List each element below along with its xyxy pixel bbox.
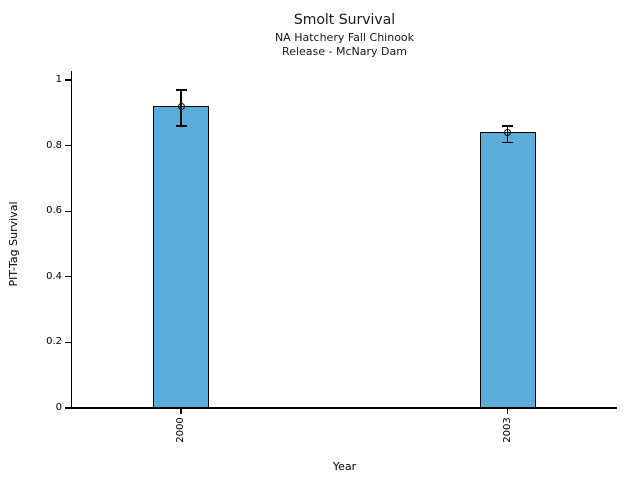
- y-tick-mark: [65, 210, 72, 212]
- bar: [479, 132, 536, 408]
- x-axis-line: [71, 407, 617, 409]
- chart-subtitle-line1: NA Hatchery Fall Chinook: [274, 31, 415, 44]
- y-tick-label: 0.2: [46, 336, 62, 348]
- y-tick-mark: [65, 276, 72, 278]
- y-tick-label: 0.4: [46, 270, 62, 282]
- y-tick-mark: [65, 407, 72, 409]
- chart-subtitle-line2: Release - McNary Dam: [282, 45, 407, 58]
- y-tick-mark: [65, 79, 72, 81]
- data-point-marker: [504, 128, 511, 136]
- y-axis-line: [71, 71, 73, 408]
- x-tick-mark: [506, 408, 509, 414]
- error-bar-bottom-cap: [175, 125, 187, 127]
- y-tick-label: 0: [55, 402, 62, 413]
- error-bar-bottom-cap: [502, 141, 513, 144]
- x-tick-label: 2000: [175, 417, 186, 443]
- x-tick-label: 2003: [501, 417, 513, 443]
- bar: [153, 106, 209, 408]
- error-bar-top-cap: [175, 89, 187, 91]
- x-tick-mark: [180, 408, 182, 414]
- y-tick-mark: [65, 341, 72, 343]
- y-axis-title: PIT-Tag Survival: [7, 201, 20, 287]
- data-point-marker: [177, 102, 185, 110]
- x-axis-title: Year: [332, 460, 357, 473]
- y-tick-label: 1: [55, 74, 62, 85]
- y-tick-label: 0.6: [46, 205, 62, 217]
- y-tick-label: 0.8: [46, 139, 62, 151]
- chart-title: Smolt Survival: [293, 12, 396, 28]
- error-bar-top-cap: [502, 125, 513, 127]
- y-tick-mark: [65, 145, 72, 147]
